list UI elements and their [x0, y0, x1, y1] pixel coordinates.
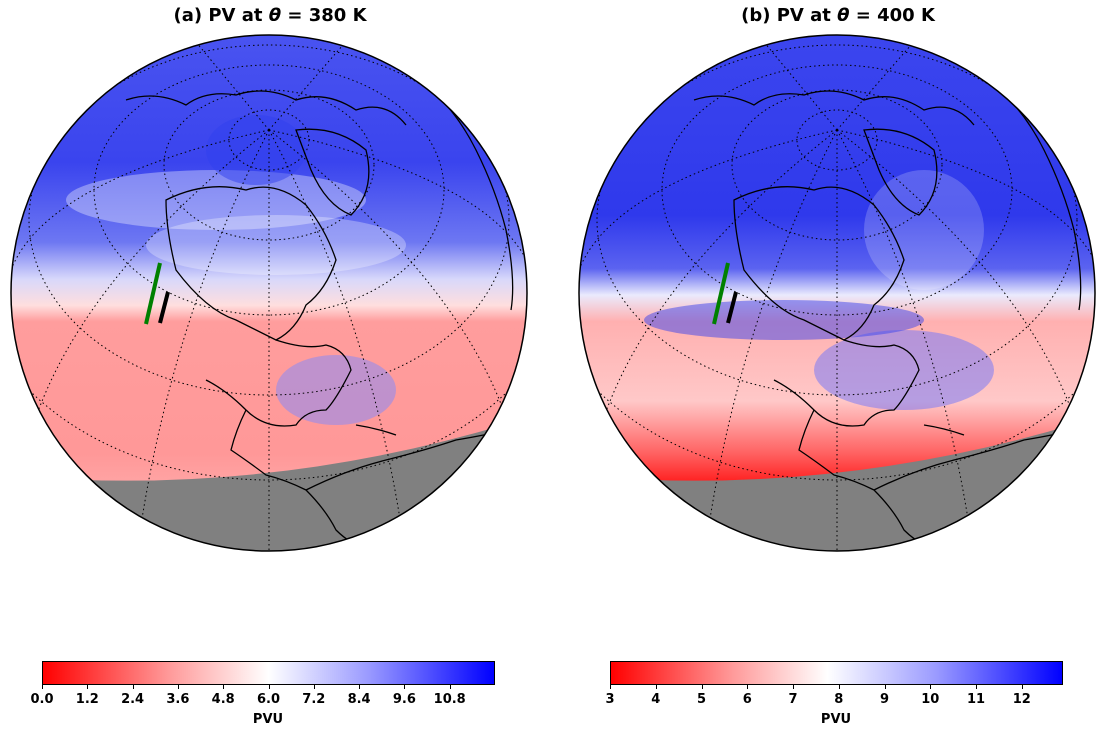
colorbar-tick	[1021, 685, 1023, 689]
colorbar-tick	[42, 685, 43, 689]
orthographic-globe-map	[10, 34, 528, 552]
cross-section-line-green	[712, 262, 730, 325]
globe-outline	[578, 34, 1096, 552]
colorbar-tick	[223, 685, 225, 689]
colorbar-tick-label: 3	[605, 692, 615, 707]
colorbar-tick-label: 5	[696, 692, 707, 707]
colorbar-tick	[132, 685, 134, 689]
colorbar-tick	[177, 685, 179, 689]
colorbar-tick-label: 2.4	[121, 692, 145, 707]
colorbar-tick	[449, 685, 451, 689]
colorbar-tick	[747, 685, 749, 689]
globe-outline	[10, 34, 528, 552]
colorbar-tick-label: 9.6	[392, 692, 416, 707]
colorbar-tick-label: 7	[788, 692, 798, 707]
colorbar-tick	[930, 685, 932, 689]
colorbar-tick-label: 8	[834, 692, 844, 707]
colorbar-label: PVU	[252, 712, 284, 727]
colorbar-tick-label: 10	[921, 692, 940, 707]
colorbar-tick-label: 6	[742, 692, 752, 707]
colorbar-tick-label: 10.8	[433, 692, 466, 707]
title-prefix: (b) PV at	[741, 5, 838, 26]
colorbar-tick	[610, 685, 611, 689]
colorbar-tick	[268, 685, 270, 689]
pv-field	[11, 35, 527, 551]
orthographic-globe-map	[578, 34, 1096, 552]
title-suffix: = 400 K	[849, 5, 935, 26]
colorbar-label: PVU	[820, 712, 852, 727]
title-theta: θ	[837, 5, 850, 26]
colorbar-tick	[655, 685, 657, 689]
colorbar-tick	[884, 685, 886, 689]
colorbar-tick	[87, 685, 89, 689]
graticule	[11, 35, 527, 551]
panel-title: (a) PV at θ = 380 K	[0, 5, 540, 26]
title-theta: θ	[268, 5, 282, 26]
pv-field	[579, 35, 1095, 551]
colorbar-tick	[838, 685, 840, 689]
cross-section-line-black	[726, 291, 738, 324]
colorbar-tick	[313, 685, 315, 689]
cross-section-line-black	[158, 291, 170, 324]
colorbar-tick-label: 3.6	[166, 692, 190, 707]
colorbar-tick-label: 12	[1012, 692, 1031, 707]
panel-380k: (a) PV at θ = 380 K	[0, 0, 552, 735]
colorbar-tick-label: 1.2	[75, 692, 99, 707]
colorbar-tick	[976, 685, 978, 689]
colorbar	[610, 661, 1063, 685]
cross-section-line-green	[144, 262, 162, 325]
colorbar-tick-label: 7.2	[302, 692, 326, 707]
colorbar	[42, 661, 495, 685]
colorbar-tick-label: 6.0	[256, 692, 281, 707]
colorbar-tick	[404, 685, 406, 689]
colorbar-tick	[701, 685, 703, 689]
colorbar-tick-label: 9	[880, 692, 890, 707]
colorbar-tick-label: 11	[967, 692, 986, 707]
colorbar-tick-label: 4.8	[211, 692, 235, 707]
colorbar-tick-label: 4	[651, 692, 661, 707]
panel-title: (b) PV at θ = 400 K	[568, 5, 1105, 26]
panel-400k: (b) PV at θ = 400 K	[568, 0, 1105, 735]
colorbar-tick-label: 0.0	[30, 692, 54, 707]
colorbar-tick	[793, 685, 795, 689]
graticule	[579, 35, 1095, 551]
colorbar-tick	[359, 685, 361, 689]
title-suffix: = 380 K	[281, 5, 367, 26]
title-prefix: (a) PV at	[173, 5, 269, 26]
colorbar-tick-label: 8.4	[347, 692, 371, 707]
